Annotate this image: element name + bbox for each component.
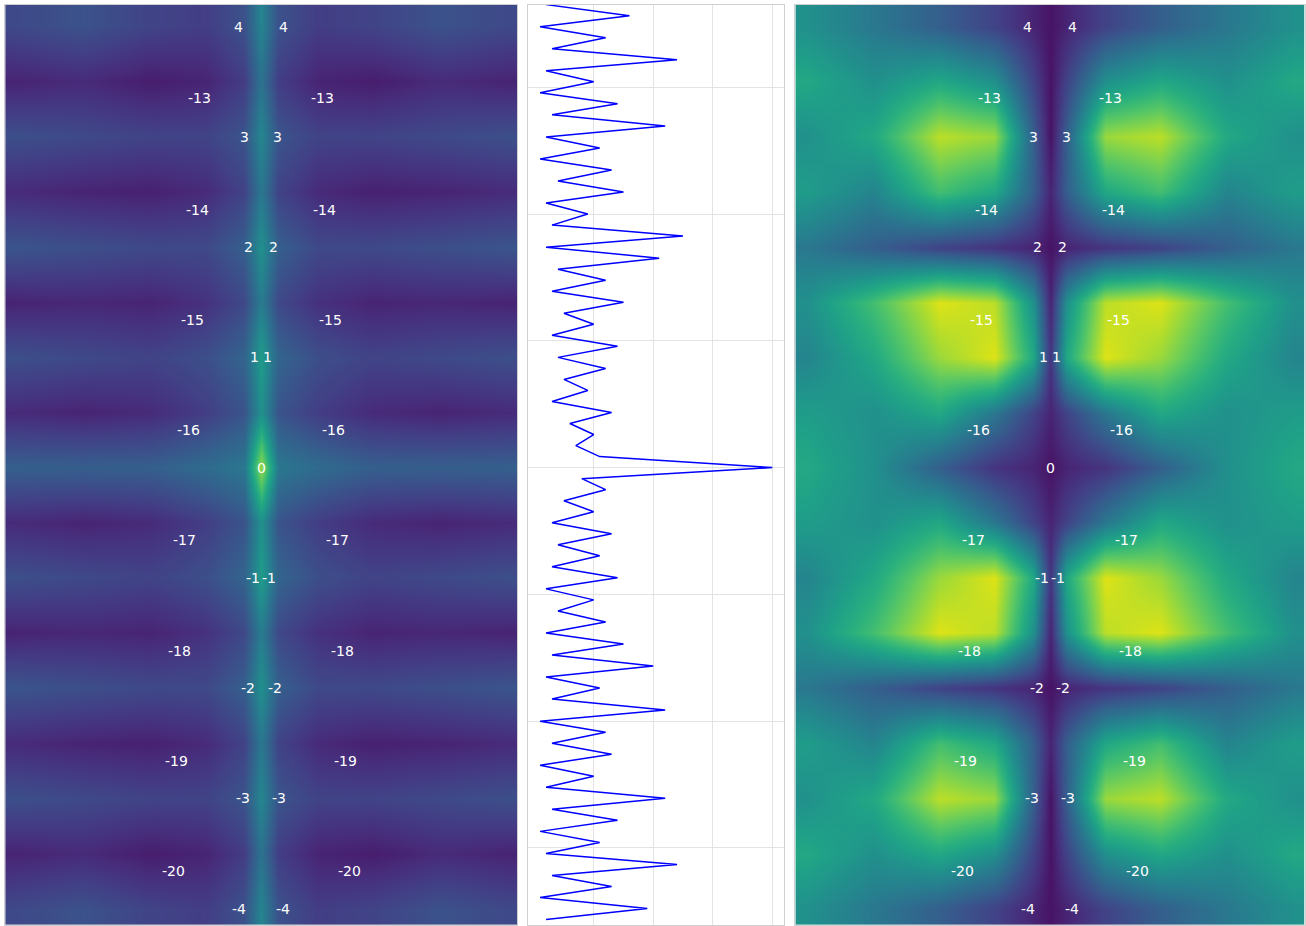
svg-text:-1: -1 xyxy=(246,570,260,586)
svg-text:-20: -20 xyxy=(162,863,185,879)
svg-text:-19: -19 xyxy=(1123,753,1146,769)
svg-text:-13: -13 xyxy=(311,90,334,106)
svg-text:-14: -14 xyxy=(313,202,336,218)
svg-text:-2: -2 xyxy=(268,680,282,696)
svg-text:2: 2 xyxy=(244,239,253,255)
svg-text:4: 4 xyxy=(1068,19,1077,35)
svg-text:-14: -14 xyxy=(186,202,209,218)
svg-text:3: 3 xyxy=(240,129,249,145)
svg-text:-17: -17 xyxy=(962,532,985,548)
svg-text:-3: -3 xyxy=(236,790,250,806)
svg-text:-20: -20 xyxy=(1126,863,1149,879)
svg-text:-20: -20 xyxy=(951,863,974,879)
svg-text:3: 3 xyxy=(1062,129,1071,145)
svg-text:4: 4 xyxy=(234,19,243,35)
svg-text:-3: -3 xyxy=(1061,790,1075,806)
svg-text:-17: -17 xyxy=(173,532,196,548)
svg-text:-16: -16 xyxy=(177,422,200,438)
svg-text:1: 1 xyxy=(263,349,272,365)
svg-text:-14: -14 xyxy=(1102,202,1125,218)
svg-text:-2: -2 xyxy=(1030,680,1044,696)
svg-text:-4: -4 xyxy=(276,901,290,917)
svg-text:-4: -4 xyxy=(232,901,246,917)
svg-text:-17: -17 xyxy=(1115,532,1138,548)
svg-text:-13: -13 xyxy=(978,90,1001,106)
svg-text:-17: -17 xyxy=(326,532,349,548)
svg-text:-1: -1 xyxy=(1035,570,1049,586)
svg-text:-2: -2 xyxy=(241,680,255,696)
svg-text:0: 0 xyxy=(257,460,266,476)
svg-text:-14: -14 xyxy=(975,202,998,218)
svg-text:-18: -18 xyxy=(958,643,981,659)
svg-text:1: 1 xyxy=(1039,349,1048,365)
svg-text:-20: -20 xyxy=(338,863,361,879)
svg-text:2: 2 xyxy=(1058,239,1067,255)
svg-text:-13: -13 xyxy=(1099,90,1122,106)
svg-text:-15: -15 xyxy=(970,312,993,328)
svg-text:-19: -19 xyxy=(334,753,357,769)
svg-text:-3: -3 xyxy=(272,790,286,806)
svg-text:-4: -4 xyxy=(1065,901,1079,917)
svg-text:-15: -15 xyxy=(181,312,204,328)
svg-text:-2: -2 xyxy=(1056,680,1070,696)
svg-text:-18: -18 xyxy=(1119,643,1142,659)
svg-text:4: 4 xyxy=(279,19,288,35)
svg-text:-1: -1 xyxy=(1051,570,1065,586)
svg-text:-1: -1 xyxy=(262,570,276,586)
svg-text:4: 4 xyxy=(1023,19,1032,35)
svg-text:-18: -18 xyxy=(331,643,354,659)
svg-text:-19: -19 xyxy=(954,753,977,769)
svg-text:1: 1 xyxy=(250,349,259,365)
svg-text:-3: -3 xyxy=(1025,790,1039,806)
svg-text:-16: -16 xyxy=(1110,422,1133,438)
svg-text:-18: -18 xyxy=(168,643,191,659)
svg-text:-13: -13 xyxy=(188,90,211,106)
svg-text:2: 2 xyxy=(269,239,278,255)
svg-text:0: 0 xyxy=(1046,460,1055,476)
svg-text:3: 3 xyxy=(273,129,282,145)
svg-text:-19: -19 xyxy=(165,753,188,769)
svg-text:-15: -15 xyxy=(1107,312,1130,328)
svg-text:-16: -16 xyxy=(967,422,990,438)
svg-text:-15: -15 xyxy=(319,312,342,328)
svg-text:2: 2 xyxy=(1033,239,1042,255)
svg-text:3: 3 xyxy=(1029,129,1038,145)
svg-text:1: 1 xyxy=(1052,349,1061,365)
svg-text:-4: -4 xyxy=(1021,901,1035,917)
svg-text:-16: -16 xyxy=(322,422,345,438)
